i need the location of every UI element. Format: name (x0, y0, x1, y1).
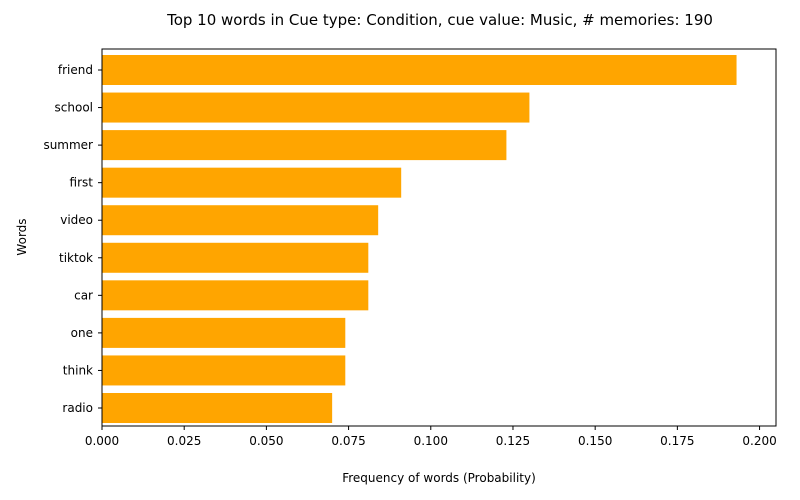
chart-title: Top 10 words in Cue type: Condition, cue… (166, 11, 713, 29)
bar-car (102, 280, 369, 311)
x-tick-label: 0.000 (85, 434, 119, 448)
y-tick-label: car (74, 288, 93, 302)
plot-frame (101, 48, 777, 427)
y-tick-label: video (60, 213, 93, 227)
y-tick-label: think (63, 363, 93, 377)
bar-one (102, 317, 346, 348)
bar-tiktok (102, 242, 369, 273)
x-tick-label: 0.175 (660, 434, 694, 448)
bar-first (102, 167, 402, 198)
y-tick-label: tiktok (59, 251, 93, 265)
x-axis-label: Frequency of words (Probability) (342, 471, 536, 485)
x-axis-ticks: 0.000 0.025 0.050 0.075 0.100 0.125 0.150 0.175… (85, 426, 777, 448)
x-tick-label: 0.050 (249, 434, 283, 448)
y-tick-label: radio (62, 401, 93, 415)
x-tick-label: 0.075 (331, 434, 365, 448)
x-tick-label: 0.100 (414, 434, 448, 448)
y-tick-label: friend (58, 63, 93, 77)
bars-group (102, 55, 737, 423)
y-axis-ticks: friend school summer first video tiktok car one… (43, 63, 102, 415)
bar-video (102, 205, 379, 236)
y-tick-label: school (55, 101, 93, 115)
y-axis-label: Words (15, 218, 29, 255)
y-tick-label: one (71, 326, 93, 340)
bar-friend (102, 55, 737, 85)
x-tick-label: 0.200 (742, 434, 776, 448)
x-tick-label: 0.025 (167, 434, 201, 448)
y-tick-label: summer (43, 138, 93, 152)
bar-school (102, 92, 530, 123)
x-tick-label: 0.150 (578, 434, 612, 448)
bar-radio (102, 393, 333, 423)
x-tick-label: 0.125 (496, 434, 530, 448)
bar-think (102, 355, 346, 386)
bar-summer (102, 130, 507, 161)
y-tick-label: first (70, 176, 94, 190)
